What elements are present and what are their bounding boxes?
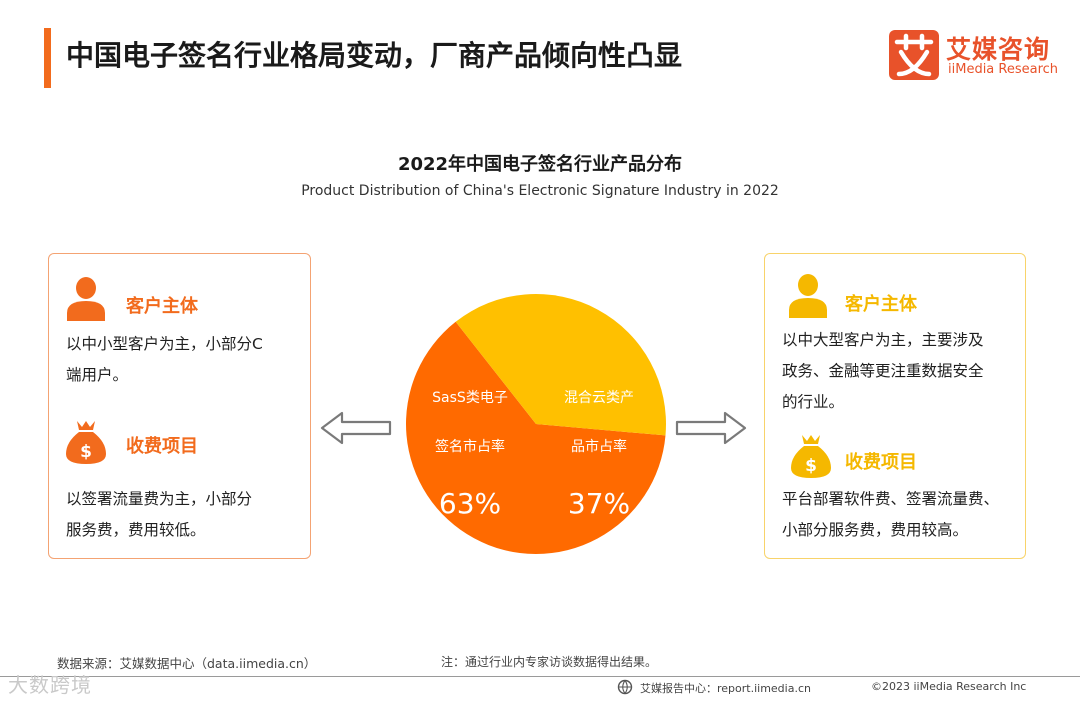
left-client-title: 客户主体 — [126, 296, 198, 317]
left-fee-text: 以签署流量费为主，小部分 服务费，费用较低。 — [66, 490, 253, 539]
title-accent-bar — [44, 28, 51, 88]
left-arrow-icon — [320, 411, 392, 445]
pie-slice-hybrid — [455, 294, 666, 436]
right-client-title: 客户主体 — [845, 294, 917, 315]
money-bag-icon: $ — [64, 418, 108, 464]
svg-text:$: $ — [805, 456, 817, 476]
page-title: 中国电子签名行业格局变动，厂商产品倾向性凸显 — [66, 39, 683, 72]
iimedia-logo-icon — [889, 30, 939, 80]
right-arrow-icon — [675, 411, 747, 445]
pie-slice-saas — [406, 321, 666, 554]
pie-chart — [406, 294, 666, 554]
right-fee-text: 平台部署软件费、签署流量费、 小部分服务费，费用较高。 — [782, 490, 1000, 539]
logo-text-en: iiMedia Research — [948, 62, 1059, 77]
slice-label-saas: SasS类电子 签名市占率 63% — [420, 364, 520, 539]
copyright: ©2023 iiMedia Research Inc — [871, 680, 1027, 693]
person-icon — [64, 275, 108, 321]
report-center: 艾媒报告中心：report.iimedia.cn — [640, 682, 811, 695]
watermark-text: 大数跨境 — [8, 673, 92, 697]
chart-title: 2022年中国电子签名行业产品分布 — [397, 154, 683, 175]
right-fee-title: 收费项目 — [845, 452, 917, 473]
data-source: 数据来源：艾媒数据中心（data.iimedia.cn） — [57, 656, 317, 671]
logo-text-cn: 艾媒咨询 — [946, 35, 1051, 64]
slice-value-hybrid: 37% — [567, 487, 631, 520]
footer-divider — [0, 676, 1080, 677]
svg-text:$: $ — [80, 442, 92, 462]
slice-value-saas: 63% — [438, 487, 502, 520]
left-client-text: 以中小型客户为主，小部分C 端用户。 — [66, 335, 263, 384]
right-client-text: 以中大型客户为主，主要涉及 政务、金融等更注重数据安全 的行业。 — [782, 331, 984, 411]
person-icon — [786, 272, 830, 318]
footnote: 注：通过行业内专家访谈数据得出结果。 — [441, 655, 658, 669]
globe-icon — [617, 679, 633, 699]
slice-label-hybrid: 混合云类产 品市占率 37% — [549, 364, 649, 539]
chart-subtitle: Product Distribution of China's Electron… — [301, 183, 779, 199]
money-bag-icon: $ — [789, 432, 833, 478]
left-fee-title: 收费项目 — [126, 436, 198, 457]
